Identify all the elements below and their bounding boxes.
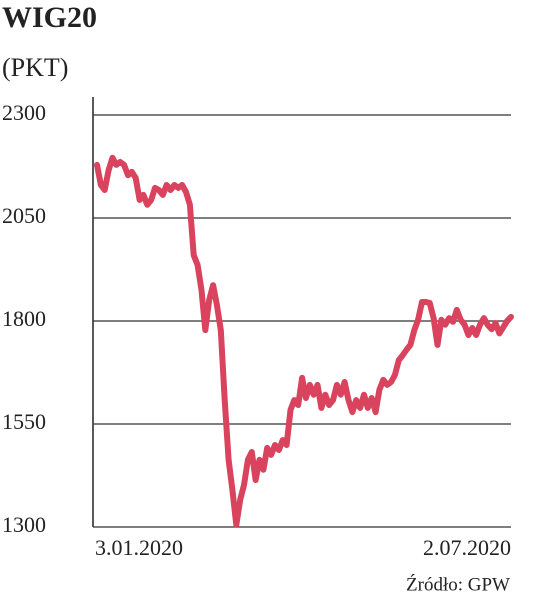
x-tick-label: 3.01.2020 (95, 535, 183, 560)
line (94, 154, 514, 528)
x-tick-label: 2.07.2020 (423, 535, 511, 560)
source: Źródło: GPW (406, 573, 510, 595)
y-tick-label: 1800 (2, 306, 46, 331)
y-tick-label: 1300 (2, 512, 46, 537)
chart-title: WIG20 (2, 1, 97, 34)
y-tick-label: 1550 (2, 409, 46, 434)
y-tick-label: 2050 (2, 203, 46, 228)
chart-subtitle: (PKT) (2, 53, 68, 82)
y-tick-label: 2300 (2, 100, 46, 125)
